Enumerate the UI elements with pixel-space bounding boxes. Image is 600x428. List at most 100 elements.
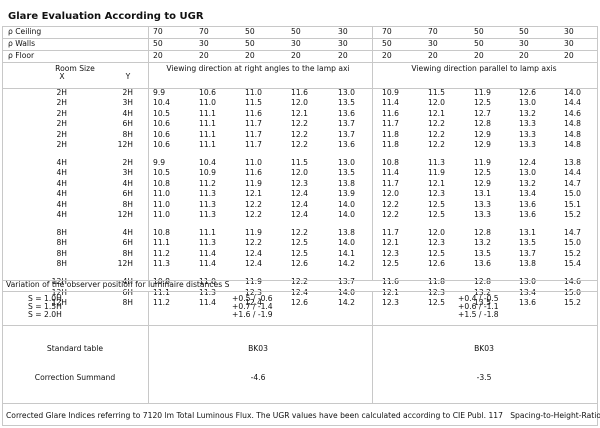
correction-right: -3.5 — [476, 373, 492, 382]
ugr-value: 11.7 — [245, 119, 262, 129]
room-x: 4H — [56, 158, 67, 167]
ugr-value: 14.8 — [564, 140, 581, 149]
ugr-value: 11.9 — [245, 178, 262, 188]
room-y: 8H — [122, 248, 133, 258]
ugr-value: 10.5 — [153, 168, 170, 178]
header-y: Y — [125, 72, 131, 81]
room-x: 2H — [56, 88, 67, 97]
ugr-value: 11.3 — [428, 158, 445, 167]
ugr-value: 10.8 — [153, 277, 170, 287]
ugr-value: 12.5 — [382, 259, 399, 269]
ugr-value: 11.7 — [245, 129, 262, 139]
ugr-value: 12.2 — [428, 140, 445, 149]
ugr-value: 13.6 — [519, 199, 536, 209]
title: Glare Evaluation According to UGR — [8, 11, 204, 22]
rule — [2, 26, 3, 426]
room-x: 4H — [56, 178, 67, 188]
ugr-value: 12.1 — [382, 238, 399, 248]
rule — [2, 291, 598, 292]
reflectance-value: 50 — [245, 27, 255, 36]
room-y: 3H — [122, 98, 133, 108]
ugr-value: 11.4 — [382, 168, 399, 178]
standard-table-label: Standard table — [46, 344, 104, 353]
ugr-value: 13.7 — [338, 119, 355, 129]
ugr-value: 11.9 — [245, 277, 262, 287]
variation-right: +1.5 / -1.8 — [458, 310, 499, 319]
reflectance-value: 30 — [564, 39, 574, 48]
room-y: 2H — [122, 88, 133, 97]
ugr-value: 15.0 — [564, 189, 581, 199]
ugr-value: 14.2 — [338, 259, 355, 269]
ugr-value: 12.5 — [428, 248, 445, 258]
ugr-value: 11.3 — [199, 238, 216, 248]
rule — [2, 38, 598, 39]
ugr-value: 12.5 — [291, 248, 308, 258]
room-x: 4H — [56, 189, 67, 199]
ugr-value: 11.7 — [382, 228, 399, 237]
ugr-value: 12.5 — [474, 98, 491, 108]
ugr-value: 10.9 — [382, 88, 399, 97]
reflectance-value: 20 — [519, 51, 529, 60]
variation-right: +0.4 / -0.5 — [458, 294, 499, 303]
ugr-value: 13.6 — [338, 108, 355, 118]
ugr-value: 12.8 — [474, 119, 491, 129]
ugr-value: 11.0 — [153, 210, 170, 219]
ugr-value: 11.4 — [199, 248, 216, 258]
standard-table-right: BK03 — [474, 344, 494, 353]
header-left: Viewing direction at right angles to the… — [166, 64, 350, 73]
footer: Corrected Glare Indices referring to 712… — [6, 411, 600, 420]
rule — [2, 62, 598, 63]
ugr-value: 11.9 — [474, 158, 491, 167]
ugr-value: 12.7 — [474, 108, 491, 118]
ugr-value: 13.3 — [519, 129, 536, 139]
ugr-value: 12.4 — [245, 298, 262, 307]
ugr-value: 11.6 — [382, 277, 399, 287]
reflectance-value: 70 — [153, 27, 163, 36]
ugr-value: 12.3 — [428, 287, 445, 297]
ugr-value: 15.4 — [564, 259, 581, 269]
ugr-value: 13.8 — [338, 178, 355, 188]
ugr-value: 13.7 — [338, 277, 355, 287]
reflectance-value: 20 — [338, 51, 348, 60]
ugr-value: 13.7 — [338, 129, 355, 139]
reflectance-value: 20 — [564, 51, 574, 60]
ugr-value: 11.1 — [199, 129, 216, 139]
room-y: 4H — [122, 228, 133, 237]
ugr-value: 12.1 — [245, 189, 262, 199]
ugr-value: 14.8 — [564, 119, 581, 129]
reflectance-value: 20 — [245, 51, 255, 60]
ugr-value: 12.2 — [291, 119, 308, 129]
reflectance-value: 30 — [199, 39, 209, 48]
ugr-value: 13.4 — [519, 189, 536, 199]
ugr-value: 12.2 — [291, 228, 308, 237]
ugr-value: 11.1 — [153, 287, 170, 297]
ugr-value: 9.9 — [153, 88, 166, 97]
ugr-value: 11.6 — [291, 88, 308, 97]
ugr-value: 13.2 — [474, 238, 491, 248]
ugr-value: 11.3 — [153, 259, 170, 269]
ugr-value: 11.4 — [199, 259, 216, 269]
ugr-value: 13.0 — [519, 168, 536, 178]
ugr-value: 12.4 — [291, 210, 308, 219]
ugr-value: 11.1 — [199, 119, 216, 129]
ugr-value: 12.4 — [291, 189, 308, 199]
ugr-value: 12.1 — [428, 108, 445, 118]
ugr-value: 13.0 — [519, 98, 536, 108]
ugr-value: 14.8 — [564, 129, 581, 139]
ugr-value: 12.2 — [291, 140, 308, 149]
ugr-value: 14.4 — [564, 168, 581, 178]
ugr-value: 15.0 — [564, 238, 581, 248]
ugr-value: 12.3 — [382, 298, 399, 307]
header-x: X — [59, 72, 65, 81]
correction-left: -4.6 — [250, 373, 266, 382]
ugr-value: 14.0 — [338, 287, 355, 297]
ugr-value: 10.5 — [153, 108, 170, 118]
room-x: 2H — [56, 98, 67, 108]
variation-label: S = 1.0H — [28, 294, 62, 303]
rule — [2, 280, 598, 281]
reflectance-value: 50 — [519, 27, 529, 36]
reflectance-value: 30 — [428, 39, 438, 48]
ugr-value: 11.3 — [199, 199, 216, 209]
variation-label: S = 2.0H — [28, 310, 62, 319]
reflectance-value: 30 — [519, 39, 529, 48]
